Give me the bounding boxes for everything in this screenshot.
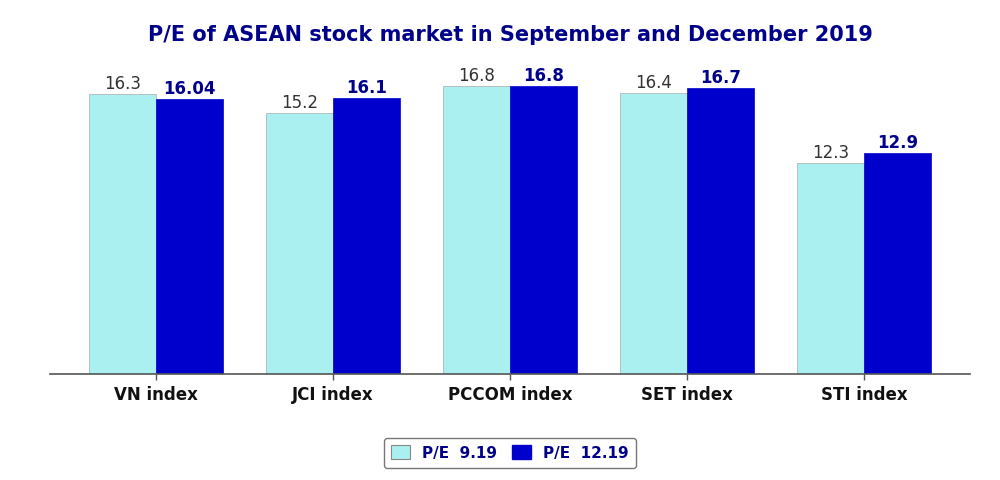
Text: 16.7: 16.7: [700, 69, 741, 86]
Text: 12.9: 12.9: [877, 133, 918, 152]
Text: 12.3: 12.3: [812, 144, 849, 162]
Bar: [333, 99, 400, 374]
Text: 16.8: 16.8: [523, 67, 564, 84]
Text: 16.8: 16.8: [458, 67, 495, 84]
Text: 16.4: 16.4: [635, 73, 672, 92]
Bar: [266, 114, 333, 374]
Bar: [156, 100, 223, 374]
Text: 16.3: 16.3: [104, 75, 141, 93]
Title: P/E of ASEAN stock market in September and December 2019: P/E of ASEAN stock market in September a…: [148, 25, 872, 45]
Text: 15.2: 15.2: [281, 94, 318, 112]
Bar: [89, 95, 156, 374]
Bar: [797, 164, 864, 374]
Text: 16.04: 16.04: [164, 80, 216, 97]
Bar: [864, 154, 931, 374]
Bar: [510, 87, 577, 374]
Text: 16.1: 16.1: [346, 79, 387, 96]
Bar: [443, 87, 510, 374]
Legend: P/E  9.19, P/E  12.19: P/E 9.19, P/E 12.19: [384, 438, 636, 468]
Bar: [620, 94, 687, 374]
Bar: [687, 88, 754, 374]
